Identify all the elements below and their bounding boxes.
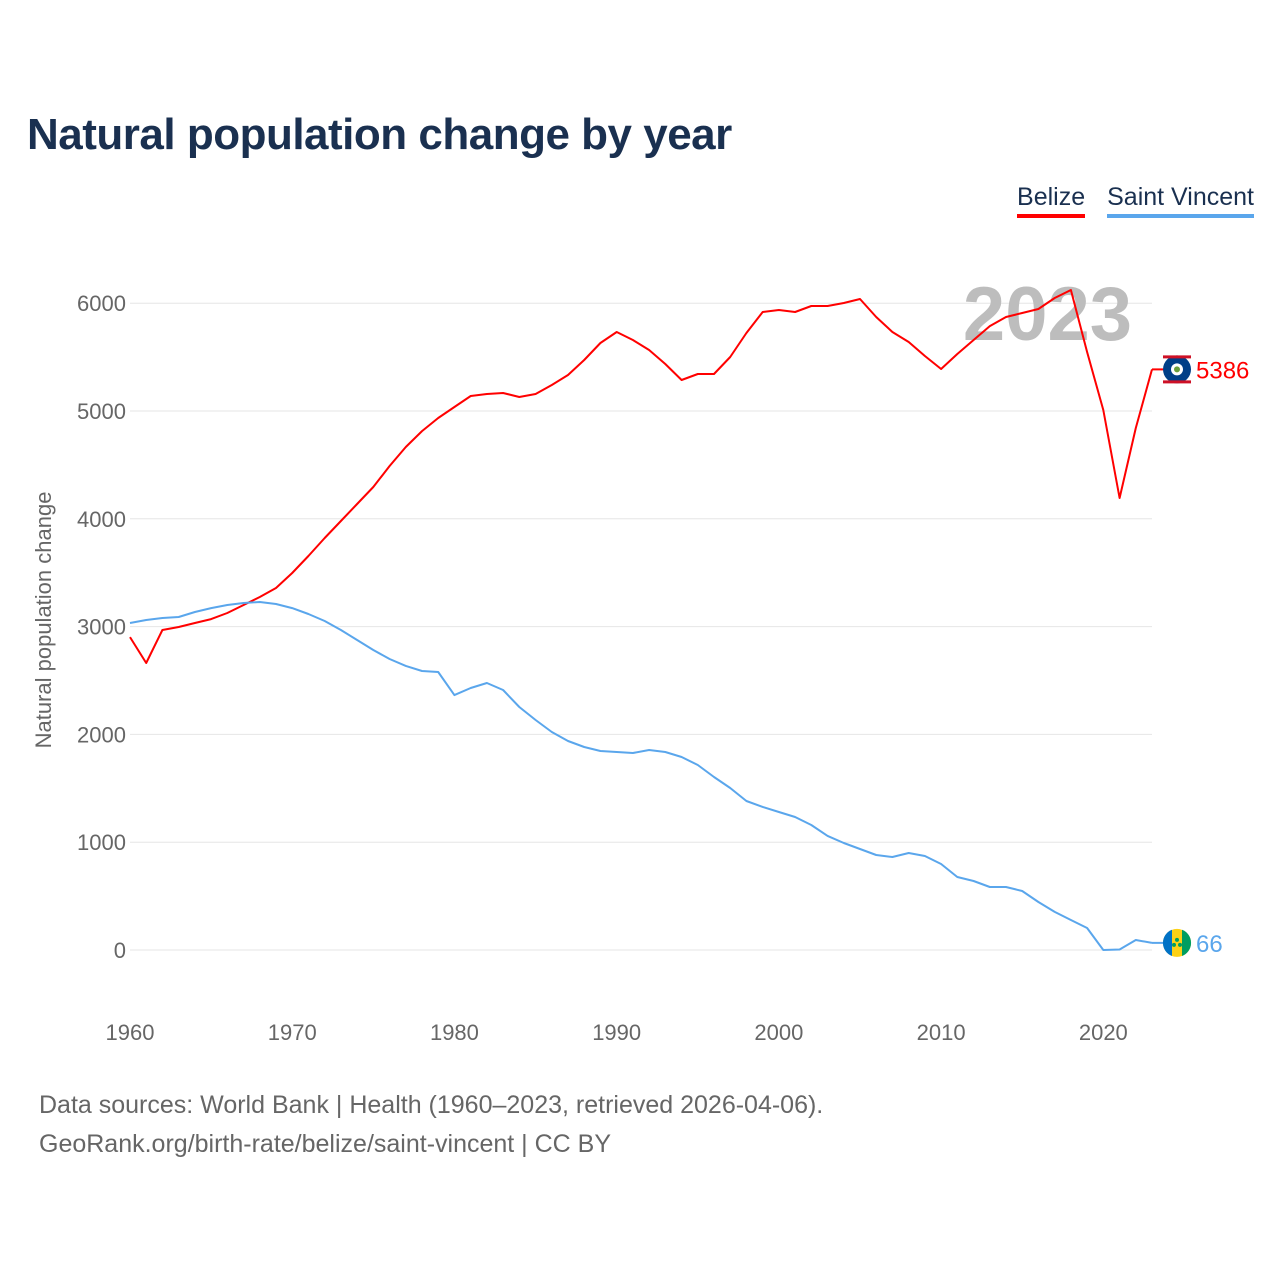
y-tick-label: 6000 xyxy=(77,291,126,316)
x-tick-label: 2000 xyxy=(754,1020,803,1045)
y-tick-label: 4000 xyxy=(77,507,126,532)
x-tick-label: 1970 xyxy=(268,1020,317,1045)
legend: Belize Saint Vincent xyxy=(1017,183,1254,218)
saint-vincent-flag-icon xyxy=(1162,928,1192,957)
y-tick-label: 5000 xyxy=(77,399,126,424)
y-axis-label: Natural population change xyxy=(31,492,56,749)
end-value-label: 66 xyxy=(1196,931,1223,958)
series-line-saint-vincent[interactable] xyxy=(129,601,1153,951)
x-tick-label: 1990 xyxy=(592,1020,641,1045)
current-year-watermark: 2023 xyxy=(963,272,1132,357)
source-note: Data sources: World Bank | Health (1960–… xyxy=(39,1086,823,1164)
series-line-belize[interactable] xyxy=(129,289,1153,664)
legend-item-belize[interactable]: Belize xyxy=(1017,183,1086,218)
y-tick-label: 3000 xyxy=(77,615,126,640)
end-value-label: 5386 xyxy=(1196,357,1249,384)
x-tick-label: 2020 xyxy=(1079,1020,1128,1045)
y-tick-label: 0 xyxy=(114,938,126,963)
belize-flag-icon xyxy=(1163,355,1191,384)
source-line-1: Data sources: World Bank | Health (1960–… xyxy=(39,1091,824,1119)
x-tick-label: 2010 xyxy=(917,1020,966,1045)
y-tick-label: 2000 xyxy=(77,722,126,747)
x-tick-label: 1980 xyxy=(430,1020,479,1045)
y-tick-label: 1000 xyxy=(77,830,126,855)
source-line-2[interactable]: GeoRank.org/birth-rate/belize/saint-vinc… xyxy=(39,1130,612,1158)
chart-title: Natural population change by year xyxy=(27,110,732,159)
legend-item-saint-vincent[interactable]: Saint Vincent xyxy=(1107,183,1254,218)
x-tick-label: 1960 xyxy=(106,1020,155,1045)
